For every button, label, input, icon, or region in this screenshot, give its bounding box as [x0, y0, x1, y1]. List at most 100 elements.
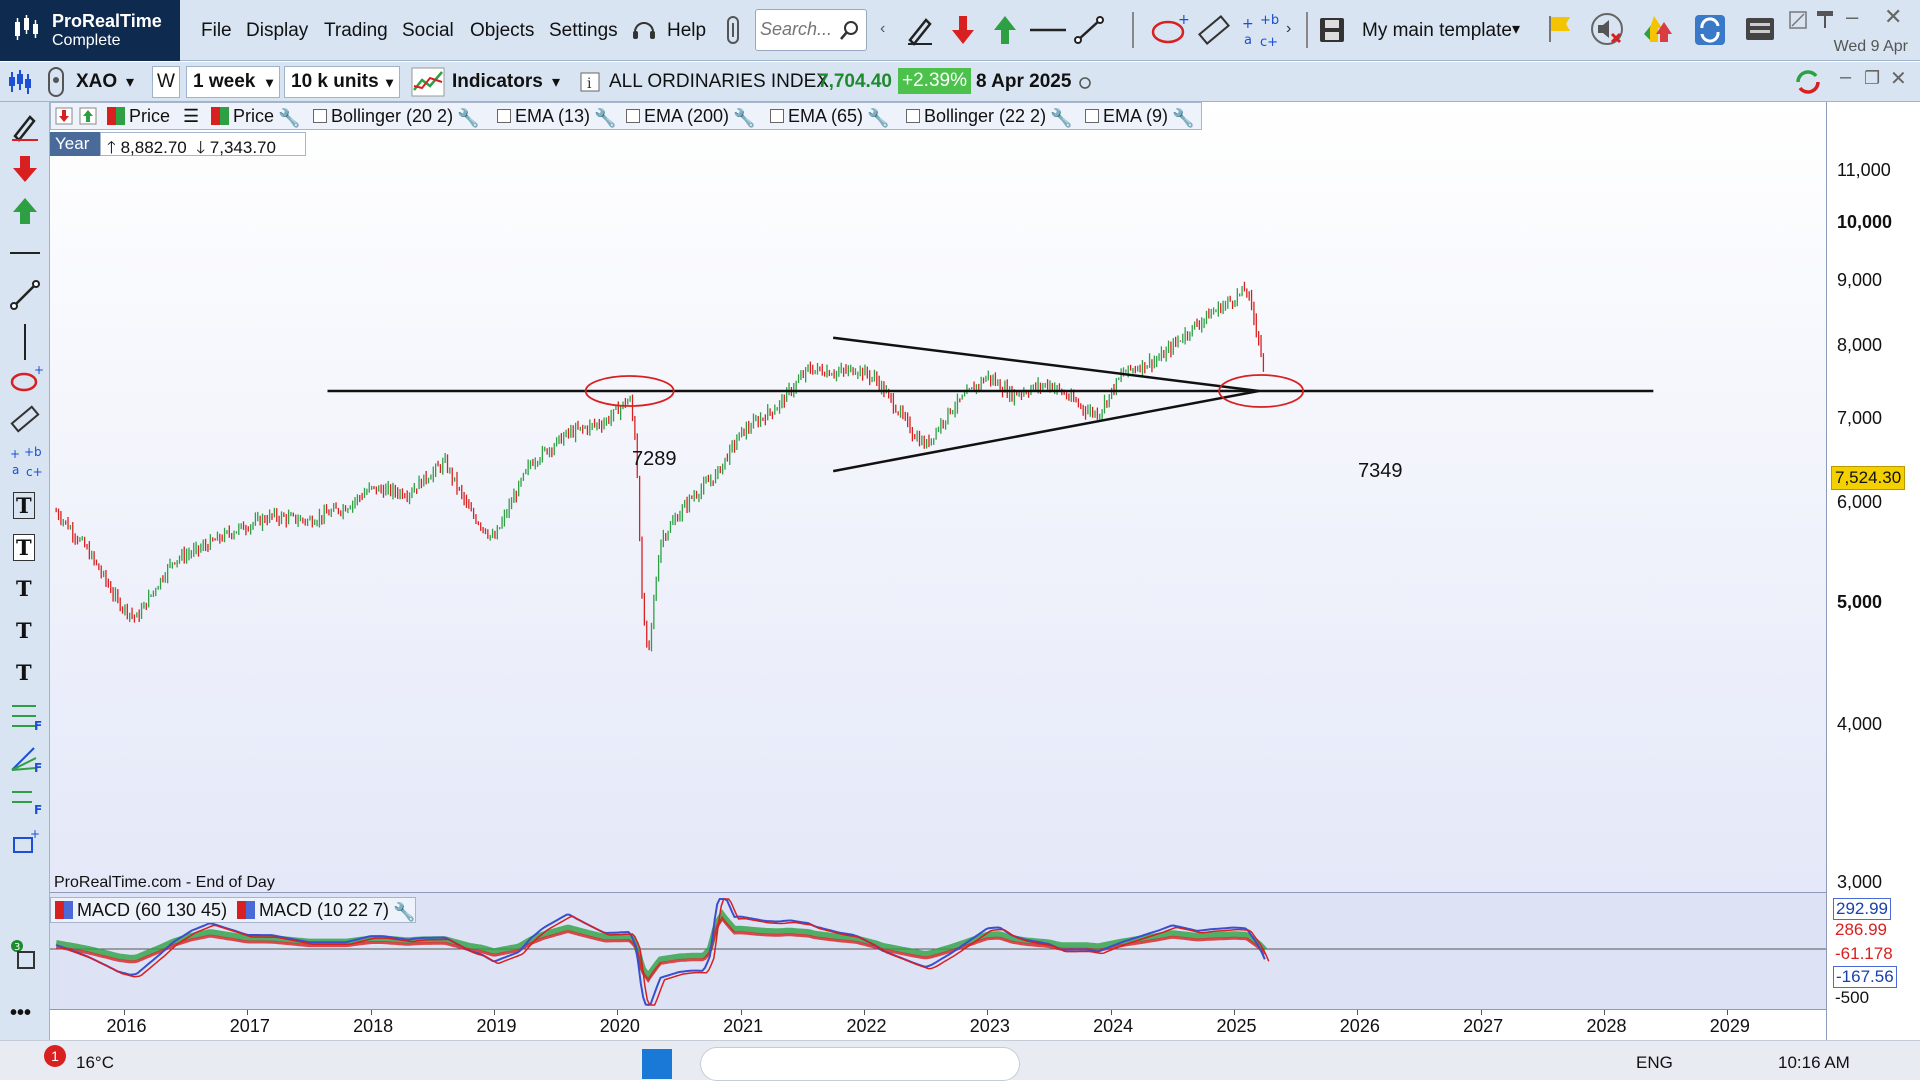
fibonacci-tool-icon[interactable]: + +b a c+ — [1240, 10, 1280, 50]
buy-arrow-icon[interactable] — [10, 196, 40, 226]
connection-icon[interactable] — [724, 15, 742, 45]
fibonacci-tool-icon[interactable]: + +b a c+ — [10, 444, 44, 478]
close-window-icon[interactable]: ✕ — [1884, 4, 1903, 29]
draw-pencil-icon[interactable] — [10, 112, 40, 142]
horizontal-line-icon[interactable] — [10, 238, 40, 268]
info-icon[interactable]: i — [580, 72, 600, 92]
rectangle-tool-icon[interactable]: + — [10, 828, 40, 858]
buy-arrow-icon[interactable] — [992, 14, 1018, 46]
menu-help[interactable]: Help — [667, 20, 707, 41]
menu-trading[interactable]: Trading — [324, 20, 388, 41]
macd-legend-item-2[interactable]: MACD (10 22 7) 🔧 — [237, 900, 415, 923]
wrench-icon[interactable]: 🔧 — [457, 108, 480, 128]
checkbox[interactable] — [497, 109, 511, 123]
ruler-icon[interactable] — [10, 404, 40, 434]
macd-legend-item-1[interactable]: MACD (60 130 45) — [55, 900, 227, 921]
checkbox[interactable] — [906, 109, 920, 123]
wrench-icon[interactable]: 🔧 — [733, 108, 756, 128]
period-letter-box[interactable]: W — [152, 66, 180, 98]
collapse-icon[interactable] — [1788, 10, 1808, 30]
link-icon[interactable] — [46, 66, 66, 98]
price-axis[interactable]: 7,524.30 292.99 286.99 -61.178 -167.56 -… — [1826, 102, 1920, 1040]
checkbox[interactable] — [626, 109, 640, 123]
sync-icon[interactable] — [1692, 12, 1728, 48]
scroll-right-icon[interactable]: › — [1286, 20, 1292, 37]
indicators-button[interactable]: Indicators — [452, 71, 543, 92]
indicator-ema-65[interactable]: EMA (65) 🔧 — [770, 106, 889, 129]
windows-start-icon[interactable] — [642, 1049, 672, 1079]
notification-badge-icon[interactable]: 1 — [44, 1045, 66, 1067]
units-selector[interactable]: 10 k units ▾ — [284, 66, 400, 98]
text-box-icon[interactable]: T — [13, 492, 35, 519]
checkbox[interactable] — [1085, 109, 1099, 123]
template-selector[interactable]: My main template — [1362, 20, 1512, 41]
menu-file[interactable]: File — [201, 20, 232, 41]
draw-pencil-icon[interactable] — [904, 14, 936, 46]
minimize-window-icon[interactable]: – — [1846, 4, 1859, 29]
vertical-line-icon[interactable] — [10, 322, 40, 362]
list-icon[interactable]: ☰ — [183, 106, 200, 126]
price-overlay-legend-item[interactable]: Price 🔧 — [211, 106, 300, 129]
trendline-icon[interactable] — [1074, 14, 1104, 46]
menu-display[interactable]: Display — [246, 20, 309, 41]
indicator-ema-13[interactable]: EMA (13) 🔧 — [497, 106, 616, 129]
menu-settings[interactable]: Settings — [549, 20, 618, 41]
text-tool-icon[interactable]: T — [16, 576, 32, 601]
keyboard-icon[interactable] — [1744, 14, 1776, 44]
sell-arrow-icon[interactable] — [10, 154, 40, 184]
alerts-icon[interactable] — [1640, 12, 1676, 48]
search-input[interactable] — [760, 19, 838, 40]
price-chart[interactable]: Price ☰ Price 🔧 Bollinger (20 2) 🔧 EMA (13… — [50, 102, 1826, 892]
checkbox[interactable] — [770, 109, 784, 123]
timeframe-selector[interactable]: 1 week ▾ — [186, 66, 280, 98]
indicators-icon[interactable] — [410, 66, 446, 98]
time-axis[interactable]: 2016 2017 2018 2019 2020 2021 2022 2023 2024 2025… — [50, 1009, 1826, 1040]
text-frame-icon[interactable]: T — [13, 534, 35, 561]
chart-type-icon[interactable] — [6, 68, 34, 96]
checkbox[interactable] — [313, 109, 327, 123]
symbol-selector[interactable]: XAO — [76, 71, 118, 92]
chevron-down-icon[interactable]: ▾ — [126, 74, 135, 91]
restore-chart-icon[interactable]: ❐ — [1864, 68, 1881, 88]
ruler-icon[interactable] — [1196, 12, 1232, 48]
horizontal-line-icon[interactable] — [1028, 14, 1068, 46]
fib-retracement-icon[interactable]: F — [10, 702, 44, 732]
macd-panel[interactable]: MACD (60 130 45) MACD (10 22 7) 🔧 — [50, 892, 1826, 1009]
fib-levels-icon[interactable]: F — [10, 786, 44, 816]
taskbar-search-box[interactable] — [700, 1047, 1020, 1081]
wrench-icon[interactable]: 🔧 — [393, 902, 416, 922]
buy-arrow-icon[interactable] — [79, 107, 97, 130]
search-box[interactable] — [755, 9, 867, 51]
minimize-chart-icon[interactable]: – — [1840, 66, 1852, 88]
ellipse-tool-icon[interactable]: + — [1150, 12, 1190, 48]
refresh-icon[interactable] — [1792, 66, 1824, 98]
indicator-bollinger-20[interactable]: Bollinger (20 2) 🔧 — [313, 106, 479, 129]
scroll-left-icon[interactable]: ‹ — [880, 20, 886, 37]
sound-muted-icon[interactable] — [1590, 12, 1624, 46]
wrench-icon[interactable]: 🔧 — [867, 108, 890, 128]
indicator-bollinger-22[interactable]: Bollinger (22 2) 🔧 — [906, 106, 1072, 129]
headset-icon[interactable] — [631, 17, 657, 43]
trendline-icon[interactable] — [10, 280, 40, 310]
language-indicator[interactable]: ENG — [1636, 1053, 1673, 1072]
indicator-ema-9[interactable]: EMA (9) 🔧 — [1085, 106, 1194, 129]
wrench-icon[interactable]: 🔧 — [1172, 108, 1195, 128]
chevron-down-icon[interactable]: ▾ — [1512, 21, 1521, 38]
object-list-icon[interactable]: 3 — [10, 938, 42, 974]
fib-fan-icon[interactable]: F — [10, 744, 44, 774]
pin-icon[interactable] — [1814, 8, 1836, 30]
save-icon[interactable] — [1318, 16, 1346, 44]
wrench-icon[interactable]: 🔧 — [1050, 108, 1073, 128]
chevron-down-icon[interactable]: ▾ — [552, 74, 561, 91]
text-tool-bold-icon[interactable]: T — [16, 618, 32, 643]
ellipse-tool-icon[interactable]: + — [10, 364, 44, 394]
text-tool-small-icon[interactable]: T — [16, 660, 32, 685]
price-legend-item[interactable]: Price — [107, 106, 170, 127]
flag-icon[interactable] — [1546, 14, 1574, 44]
indicator-ema-200[interactable]: EMA (200) 🔧 — [626, 106, 755, 129]
sell-arrow-icon[interactable] — [950, 14, 976, 46]
level-annotation-left[interactable]: 7289 — [632, 448, 677, 470]
wrench-icon[interactable]: 🔧 — [278, 108, 301, 128]
wrench-icon[interactable]: 🔧 — [594, 108, 617, 128]
sell-arrow-icon[interactable] — [55, 107, 73, 130]
